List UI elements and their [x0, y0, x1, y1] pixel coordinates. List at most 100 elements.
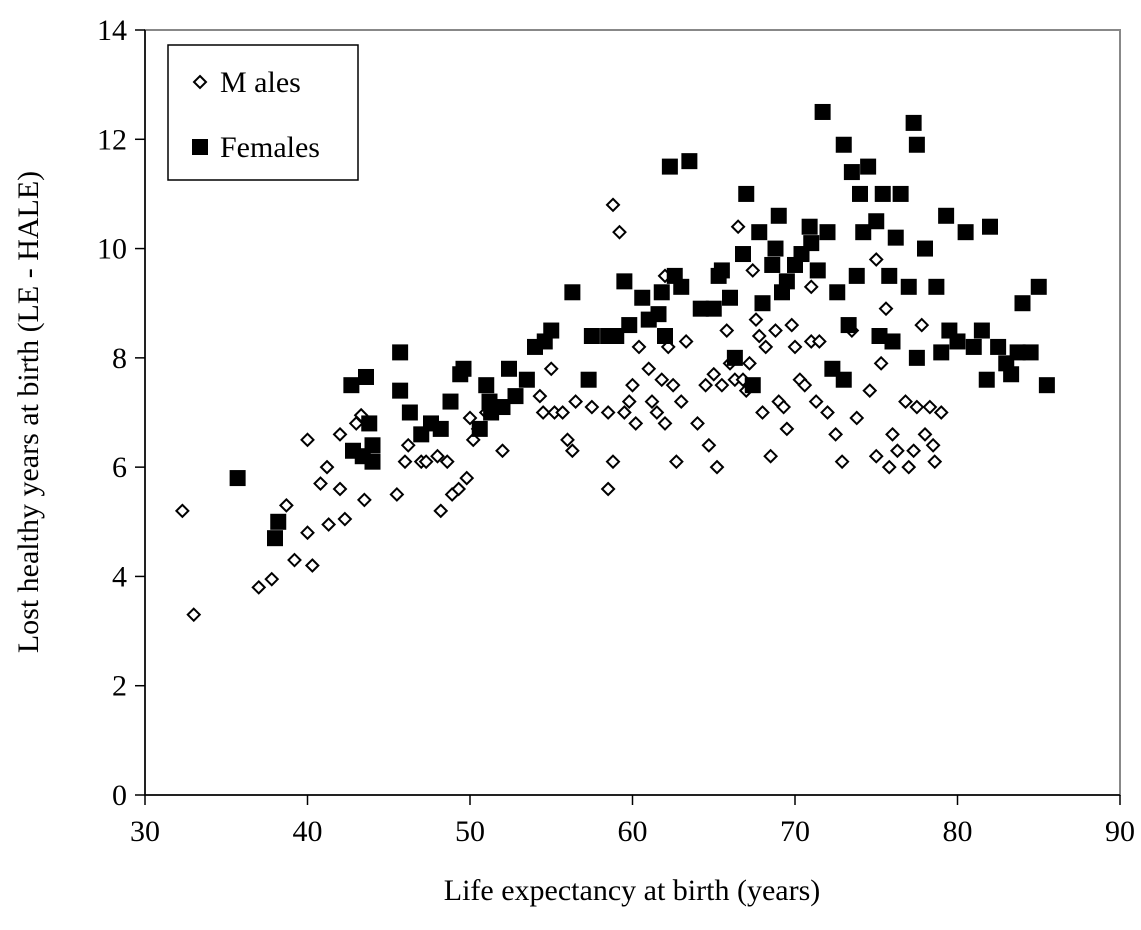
marker-square [835, 371, 852, 388]
marker-diamond [631, 339, 647, 355]
marker-square [843, 164, 860, 181]
marker-diamond [397, 454, 413, 470]
marker-diamond [287, 552, 302, 568]
marker-diamond [922, 399, 938, 415]
marker-diamond [906, 443, 922, 459]
marker-square [543, 322, 560, 339]
marker-square [621, 317, 638, 334]
marker-square [1038, 377, 1055, 394]
marker-diamond [709, 459, 725, 475]
x-tick-label: 30 [130, 815, 160, 848]
marker-square [754, 295, 771, 312]
x-tick-label: 80 [943, 815, 973, 848]
marker-square [892, 185, 909, 202]
marker-square [957, 224, 974, 241]
marker-diamond [625, 377, 640, 393]
marker-diamond [701, 437, 717, 453]
marker-diamond [313, 476, 328, 491]
marker-square [401, 404, 418, 421]
marker-diamond [719, 323, 735, 338]
marker-square [738, 185, 755, 202]
marker-diamond [755, 405, 770, 420]
marker-diamond [174, 503, 190, 519]
y-axis-title: Lost healthy years at birth (LE - HALE) [12, 171, 45, 653]
marker-diamond [889, 443, 905, 459]
y-tick-label: 12 [97, 123, 127, 156]
marker-diamond [433, 503, 449, 519]
marker-diamond [748, 312, 764, 328]
x-tick-label: 70 [780, 815, 810, 848]
x-tick-label: 50 [455, 815, 485, 848]
marker-diamond [868, 448, 884, 464]
marker-square [801, 218, 818, 235]
marker-diamond [751, 328, 767, 344]
marker-square [583, 328, 600, 344]
marker-square [917, 240, 933, 257]
marker-square [650, 306, 667, 323]
marker-diamond [808, 394, 824, 409]
marker-diamond [439, 454, 455, 470]
marker-diamond [927, 454, 943, 470]
marker-square [580, 371, 597, 388]
marker-diamond [784, 317, 800, 333]
y-tick-label: 0 [112, 779, 127, 812]
marker-square [518, 371, 535, 388]
marker-square [364, 437, 381, 454]
marker-square [809, 262, 826, 279]
marker-square [767, 240, 784, 257]
marker-square [803, 235, 820, 252]
y-tick-label: 4 [112, 560, 127, 593]
marker-diamond [278, 497, 294, 513]
marker-square [871, 328, 888, 344]
marker-diamond [914, 317, 930, 333]
x-axis-title: Life expectancy at birth (years) [444, 874, 820, 907]
marker-diamond [644, 394, 660, 409]
marker-diamond [564, 443, 580, 459]
marker-square [814, 103, 831, 120]
marker-diamond [768, 323, 783, 338]
marker-square [819, 224, 836, 241]
marker-square [764, 256, 781, 273]
marker-square [616, 273, 633, 290]
marker-diamond [418, 454, 434, 470]
marker-square [192, 139, 208, 155]
marker-diamond [901, 459, 917, 475]
y-tick-label: 14 [97, 14, 127, 47]
marker-square [751, 224, 768, 241]
marker-square [1030, 278, 1047, 295]
marker-diamond [600, 405, 616, 420]
marker-square [855, 224, 872, 241]
marker-diamond [776, 399, 792, 415]
marker-diamond [459, 470, 475, 486]
marker-diamond [543, 361, 559, 377]
marker-diamond [862, 383, 878, 399]
marker-diamond [300, 432, 315, 448]
marker-square [1022, 344, 1039, 361]
marker-square [965, 338, 982, 355]
marker-square [884, 333, 901, 350]
marker-diamond [657, 416, 673, 431]
marker-square [564, 284, 581, 301]
marker-square [848, 267, 865, 284]
marker-square [392, 344, 409, 361]
marker-diamond [698, 377, 714, 393]
marker-diamond [917, 426, 933, 442]
marker-square [442, 393, 459, 410]
marker-diamond [612, 224, 627, 240]
marker-diamond [878, 301, 894, 317]
marker-square [681, 153, 698, 170]
marker-square [726, 349, 743, 366]
marker-square [908, 349, 925, 366]
marker-diamond [868, 252, 884, 267]
y-tick-label: 8 [112, 342, 127, 375]
marker-square [973, 322, 990, 339]
marker-diamond [909, 399, 925, 415]
marker-diamond [730, 219, 746, 235]
marker-square [608, 328, 625, 344]
marker-square [501, 360, 517, 377]
marker-diamond [820, 405, 835, 420]
marker-square [392, 382, 409, 399]
legend-label: M ales [220, 66, 301, 99]
marker-diamond [605, 197, 621, 213]
